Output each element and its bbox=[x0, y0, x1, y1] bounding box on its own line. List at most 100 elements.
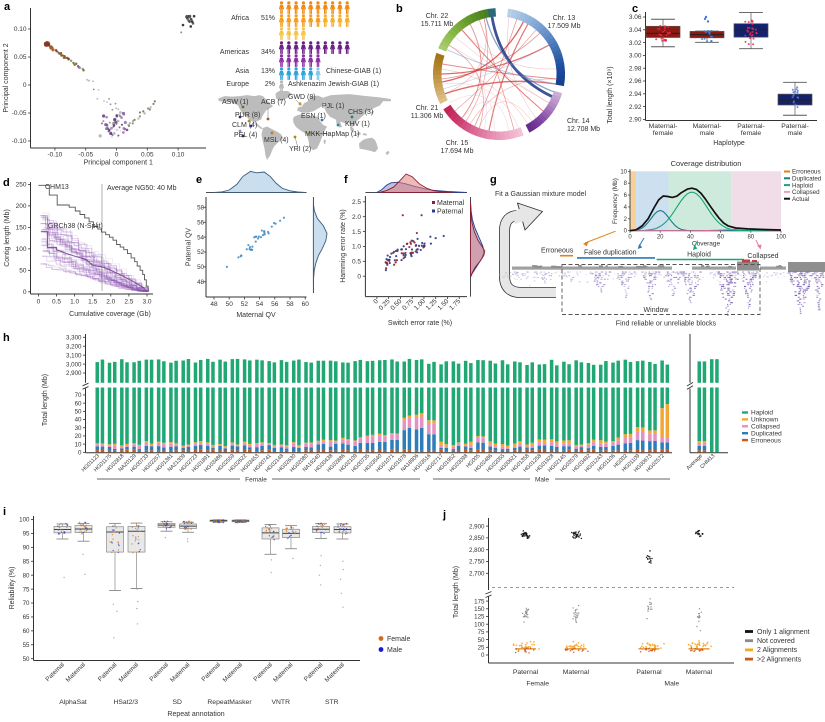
svg-text:52: 52 bbox=[197, 249, 204, 256]
svg-text:VNTR: VNTR bbox=[271, 699, 290, 706]
svg-text:3.06: 3.06 bbox=[629, 14, 642, 21]
svg-text:0: 0 bbox=[115, 152, 119, 159]
svg-text:2: 2 bbox=[624, 217, 628, 223]
svg-text:2,700: 2,700 bbox=[469, 571, 485, 578]
svg-text:17.694 Mb: 17.694 Mb bbox=[440, 148, 473, 155]
svg-text:54: 54 bbox=[256, 301, 264, 308]
svg-text:6: 6 bbox=[624, 193, 628, 199]
svg-text:Collapsed: Collapsed bbox=[747, 253, 778, 260]
svg-text:2.0: 2.0 bbox=[106, 299, 115, 306]
svg-text:2.0: 2.0 bbox=[352, 214, 361, 221]
svg-text:0: 0 bbox=[23, 289, 27, 296]
svg-text:2.98: 2.98 bbox=[629, 65, 642, 72]
svg-text:50: 50 bbox=[75, 409, 82, 416]
svg-text:Haploid: Haploid bbox=[792, 182, 814, 189]
svg-text:3,100: 3,100 bbox=[66, 352, 82, 359]
svg-text:PJL (1): PJL (1) bbox=[322, 103, 344, 110]
svg-text:Chr. 21: Chr. 21 bbox=[416, 105, 439, 112]
svg-text:Unknown: Unknown bbox=[751, 417, 778, 424]
svg-text:3.00: 3.00 bbox=[629, 53, 642, 60]
svg-text:Paternal: Paternal bbox=[513, 669, 539, 676]
svg-text:1.0: 1.0 bbox=[352, 244, 361, 251]
svg-text:Male: Male bbox=[387, 647, 402, 654]
svg-text:Maternal QV: Maternal QV bbox=[236, 312, 276, 319]
svg-text:100: 100 bbox=[474, 621, 485, 628]
svg-text:Repeat annotation: Repeat annotation bbox=[167, 711, 224, 718]
svg-text:d: d bbox=[3, 177, 10, 189]
svg-text:Erroneous: Erroneous bbox=[792, 169, 821, 176]
svg-text:0.10: 0.10 bbox=[14, 26, 27, 33]
svg-text:3.0: 3.0 bbox=[142, 299, 151, 306]
svg-text:56: 56 bbox=[271, 301, 279, 308]
svg-text:GRCh38 (N-Split): GRCh38 (N-Split) bbox=[48, 223, 103, 230]
svg-text:55: 55 bbox=[23, 642, 30, 649]
svg-text:34%: 34% bbox=[261, 49, 275, 56]
svg-text:Female: Female bbox=[245, 477, 267, 484]
svg-text:40: 40 bbox=[687, 235, 694, 241]
svg-text:Asia: Asia bbox=[235, 68, 249, 75]
svg-text:female: female bbox=[741, 130, 762, 137]
svg-text:Paternal QV: Paternal QV bbox=[186, 228, 193, 266]
svg-text:a: a bbox=[4, 1, 11, 13]
svg-text:Switch error rate (%): Switch error rate (%) bbox=[388, 320, 452, 327]
svg-text:2,750: 2,750 bbox=[469, 559, 485, 566]
svg-text:Average NG50: 40 Mb: Average NG50: 40 Mb bbox=[107, 185, 177, 192]
svg-text:PUR (8): PUR (8) bbox=[235, 112, 260, 119]
svg-text:PEL (4): PEL (4) bbox=[234, 132, 257, 139]
svg-text:j: j bbox=[442, 509, 446, 521]
svg-text:f: f bbox=[344, 174, 348, 186]
svg-text:Cumulative coverage (Gb): Cumulative coverage (Gb) bbox=[69, 311, 151, 318]
svg-text:Paternal-: Paternal- bbox=[781, 123, 809, 130]
svg-text:Paternal: Paternal bbox=[437, 209, 464, 216]
svg-text:90: 90 bbox=[23, 545, 30, 552]
svg-text:e: e bbox=[196, 174, 202, 186]
svg-text:75: 75 bbox=[23, 586, 30, 593]
svg-text:58: 58 bbox=[197, 205, 204, 212]
svg-text:200: 200 bbox=[16, 203, 27, 210]
svg-text:Chr. 22: Chr. 22 bbox=[426, 13, 449, 20]
svg-text:85: 85 bbox=[23, 558, 30, 565]
svg-text:Coverage: Coverage bbox=[692, 241, 721, 248]
svg-text:80: 80 bbox=[23, 572, 30, 579]
svg-text:60: 60 bbox=[717, 235, 724, 241]
svg-text:3,200: 3,200 bbox=[66, 343, 82, 350]
svg-text:ASW (1): ASW (1) bbox=[222, 99, 248, 106]
svg-text:60: 60 bbox=[23, 628, 30, 635]
svg-text:0.5: 0.5 bbox=[52, 299, 61, 306]
svg-text:Frequency (Mb): Frequency (Mb) bbox=[612, 178, 619, 224]
svg-text:2.90: 2.90 bbox=[629, 117, 642, 124]
svg-text:Total length (Mb): Total length (Mb) bbox=[42, 374, 49, 426]
svg-text:52: 52 bbox=[241, 301, 249, 308]
svg-text:g: g bbox=[490, 174, 497, 186]
svg-text:Chr. 13: Chr. 13 bbox=[553, 15, 576, 22]
svg-text:175: 175 bbox=[474, 598, 485, 605]
svg-text:AlphaSat: AlphaSat bbox=[59, 699, 87, 706]
svg-text:-0.10: -0.10 bbox=[12, 138, 27, 145]
svg-text:10: 10 bbox=[620, 169, 627, 175]
svg-text:8: 8 bbox=[624, 181, 628, 187]
svg-text:Erroneous: Erroneous bbox=[541, 248, 574, 255]
svg-text:-0.05: -0.05 bbox=[78, 152, 93, 159]
svg-text:Americas: Americas bbox=[220, 49, 250, 56]
svg-text:b: b bbox=[396, 3, 403, 15]
svg-text:150: 150 bbox=[16, 225, 27, 232]
svg-text:Female: Female bbox=[526, 681, 549, 688]
svg-text:Maternal-: Maternal- bbox=[693, 123, 722, 130]
svg-text:Paternal-: Paternal- bbox=[737, 123, 765, 130]
svg-text:2.5: 2.5 bbox=[124, 299, 133, 306]
svg-text:i: i bbox=[3, 506, 6, 518]
svg-text:3.04: 3.04 bbox=[629, 27, 642, 34]
svg-text:2,850: 2,850 bbox=[469, 535, 485, 542]
svg-text:100: 100 bbox=[19, 517, 30, 524]
svg-text:Africa: Africa bbox=[231, 15, 249, 22]
svg-text:Haploid: Haploid bbox=[687, 252, 711, 259]
svg-text:3,000: 3,000 bbox=[66, 361, 82, 368]
svg-text:56: 56 bbox=[197, 219, 204, 226]
svg-text:12.708 Mb: 12.708 Mb bbox=[567, 126, 600, 133]
svg-text:SD: SD bbox=[173, 699, 183, 706]
svg-text:Chinese-GIAB (1): Chinese-GIAB (1) bbox=[326, 68, 381, 75]
svg-text:CHM13: CHM13 bbox=[45, 184, 69, 191]
svg-text:48: 48 bbox=[210, 301, 218, 308]
svg-text:False duplication: False duplication bbox=[584, 250, 637, 257]
svg-text:-0.10: -0.10 bbox=[47, 152, 62, 159]
